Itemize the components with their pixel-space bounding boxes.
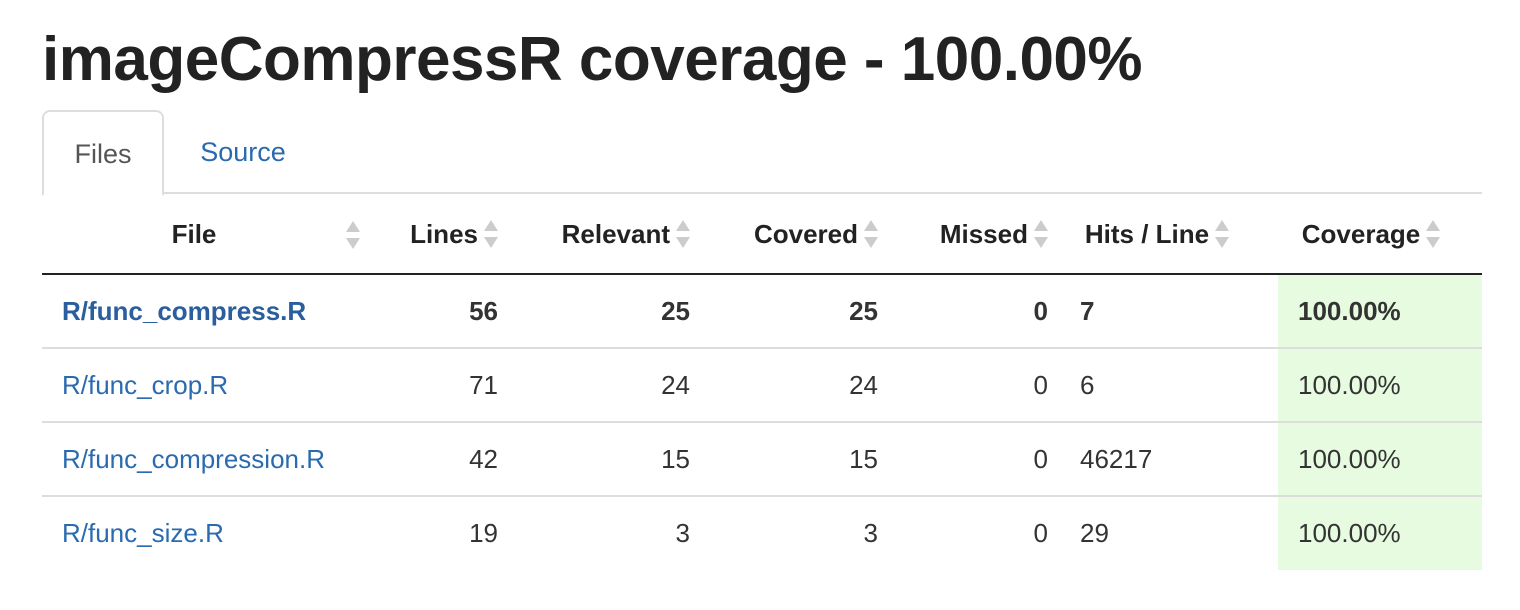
files-table: File Lines Relevant Covered Missed Hits … — [42, 196, 1482, 570]
header-file-label: File — [171, 219, 217, 249]
sort-arrows-icon — [484, 220, 498, 249]
tab-files[interactable]: Files — [42, 110, 164, 196]
tab-bar: Files Source — [42, 110, 1482, 196]
sort-arrows-icon — [1034, 220, 1048, 249]
table-row: R/func_crop.R 71 24 24 0 6 100.00% — [42, 347, 1482, 422]
covered-cell: 24 — [702, 347, 890, 422]
header-relevant[interactable]: Relevant — [510, 196, 702, 275]
relevant-cell: 3 — [510, 495, 702, 570]
file-cell: R/func_size.R — [42, 495, 366, 570]
relevant-cell: 15 — [510, 421, 702, 496]
file-link[interactable]: R/func_size.R — [62, 518, 224, 548]
lines-cell: 71 — [366, 347, 510, 422]
covered-cell: 3 — [702, 495, 890, 570]
hits-cell: 29 — [1060, 495, 1278, 570]
coverage-cell: 100.00% — [1278, 274, 1482, 348]
sort-arrows-icon — [676, 220, 690, 249]
file-cell: R/func_compress.R — [42, 274, 366, 348]
coverage-cell: 100.00% — [1278, 495, 1482, 570]
header-covered-label: Covered — [753, 218, 858, 249]
covered-cell: 25 — [849, 295, 878, 326]
header-covered[interactable]: Covered — [702, 196, 890, 275]
sort-arrows-icon — [1426, 220, 1441, 249]
sort-arrows-icon — [346, 221, 360, 249]
header-coverage-label: Coverage — [1301, 218, 1421, 249]
lines-cell: 42 — [366, 421, 510, 496]
header-hits-per-line[interactable]: Hits / Line — [1060, 196, 1278, 275]
table-header-row: File Lines Relevant Covered Missed Hits … — [42, 196, 1482, 275]
page-title: imageCompressR coverage - 100.00% — [42, 25, 1143, 94]
header-missed-label: Missed — [939, 218, 1028, 249]
header-lines-label: Lines — [410, 218, 478, 249]
relevant-cell: 24 — [510, 347, 702, 422]
header-file[interactable]: File — [42, 196, 366, 275]
table-row: R/func_compress.R 56 25 25 0 7 100.00% — [42, 274, 1482, 348]
header-missed[interactable]: Missed — [890, 196, 1060, 275]
covered-cell: 15 — [702, 421, 890, 496]
header-coverage[interactable]: Coverage — [1278, 196, 1482, 275]
lines-cell: 56 — [469, 295, 498, 326]
table-row: R/func_compression.R 42 15 15 0 46217 10… — [42, 421, 1482, 496]
hits-cell: 7 — [1080, 295, 1095, 326]
header-lines[interactable]: Lines — [366, 196, 510, 275]
relevant-cell: 25 — [661, 295, 690, 326]
coverage-cell: 100.00% — [1278, 347, 1482, 422]
file-cell: R/func_compression.R — [42, 421, 366, 496]
hits-cell: 46217 — [1060, 421, 1278, 496]
missed-cell: 0 — [1033, 295, 1048, 326]
sort-arrows-icon — [1215, 220, 1230, 249]
lines-cell: 19 — [366, 495, 510, 570]
missed-cell: 0 — [890, 495, 1060, 570]
table-row: R/func_size.R 19 3 3 0 29 100.00% — [42, 495, 1482, 570]
tab-source[interactable]: Source — [200, 137, 286, 167]
file-link[interactable]: R/func_compression.R — [62, 443, 325, 474]
hits-cell: 6 — [1060, 347, 1278, 422]
header-hits-label: Hits / Line — [1084, 218, 1210, 249]
file-link[interactable]: R/func_compress.R — [62, 295, 307, 326]
header-relevant-label: Relevant — [561, 218, 670, 249]
file-cell: R/func_crop.R — [42, 347, 366, 422]
missed-cell: 0 — [890, 421, 1060, 496]
sort-arrows-icon — [864, 220, 878, 249]
coverage-cell: 100.00% — [1278, 421, 1482, 496]
file-link[interactable]: R/func_crop.R — [62, 369, 229, 400]
missed-cell: 0 — [890, 347, 1060, 422]
